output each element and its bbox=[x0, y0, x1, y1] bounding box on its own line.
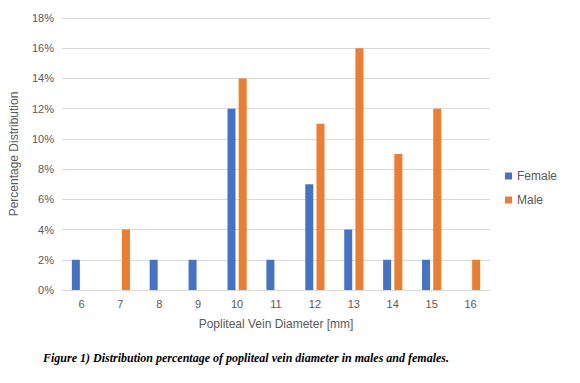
svg-text:Percentage Distribution: Percentage Distribution bbox=[7, 92, 21, 217]
svg-text:0%: 0% bbox=[38, 284, 54, 296]
svg-text:16: 16 bbox=[464, 298, 476, 310]
svg-text:16%: 16% bbox=[32, 42, 54, 54]
svg-text:18%: 18% bbox=[32, 12, 54, 24]
svg-text:12%: 12% bbox=[32, 103, 54, 115]
svg-text:Popliteal Vein Diameter [mm]: Popliteal Vein Diameter [mm] bbox=[199, 317, 354, 331]
svg-text:9: 9 bbox=[195, 298, 201, 310]
svg-text:Distribution percentage of pop: Distribution percentage of popliteal vei… bbox=[90, 351, 449, 365]
svg-text:10: 10 bbox=[231, 298, 243, 310]
svg-text:Male: Male bbox=[517, 193, 543, 207]
svg-text:8: 8 bbox=[156, 298, 162, 310]
svg-text:4%: 4% bbox=[38, 224, 54, 236]
svg-text:Female: Female bbox=[517, 169, 557, 183]
svg-text:8%: 8% bbox=[38, 163, 54, 175]
svg-text:14: 14 bbox=[387, 298, 399, 310]
svg-text:7: 7 bbox=[117, 298, 123, 310]
svg-text:6%: 6% bbox=[38, 193, 54, 205]
svg-text:6: 6 bbox=[78, 298, 84, 310]
svg-text:13: 13 bbox=[348, 298, 360, 310]
svg-text:15: 15 bbox=[426, 298, 438, 310]
svg-text:12: 12 bbox=[309, 298, 321, 310]
svg-text:11: 11 bbox=[270, 298, 281, 310]
svg-text:2%: 2% bbox=[38, 254, 54, 266]
svg-text:14%: 14% bbox=[32, 72, 54, 84]
svg-text:Figure 1): Figure 1) bbox=[42, 351, 90, 365]
svg-text:10%: 10% bbox=[32, 133, 54, 145]
